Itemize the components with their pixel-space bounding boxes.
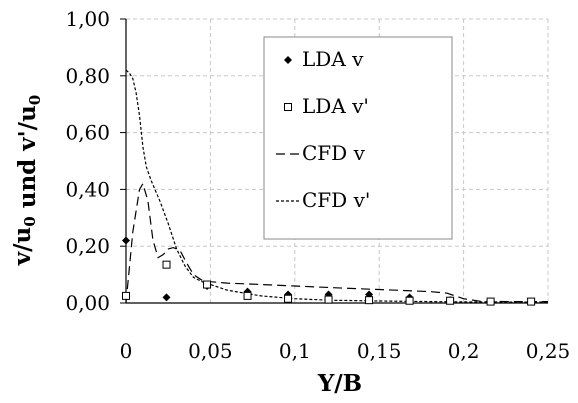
legend-item: LDA v (284, 47, 364, 71)
data-point (527, 297, 536, 306)
y-tick-label: 1,00 (65, 7, 110, 31)
legend: LDA v LDA v' CFD v CFD v' (263, 36, 453, 240)
data-point (284, 294, 293, 303)
data-point (486, 297, 495, 306)
series-line (125, 69, 548, 303)
data-point (122, 236, 130, 245)
legend-label: CFD v (302, 141, 366, 165)
data-point (365, 296, 374, 305)
x-tick-label: 0,25 (526, 339, 571, 363)
series-line (125, 182, 548, 304)
data-point (405, 296, 414, 305)
legend-label: LDA v (302, 47, 364, 71)
y-tick-label: 0,00 (65, 291, 110, 315)
y-axis-label: v/u0 und v'/u0 (9, 95, 44, 266)
data-point (446, 296, 455, 305)
x-tick-label: 0 (120, 339, 133, 363)
y-tick-labels: 0,00 0,20 0,40 0,60 0,80 1,00 (65, 7, 110, 315)
data-point (324, 295, 333, 304)
data-point (162, 260, 171, 269)
legend-marker (284, 103, 292, 111)
legend-marker (284, 56, 292, 64)
legend-label: LDA v' (302, 94, 369, 118)
data-point (243, 291, 252, 300)
series-lines (125, 69, 548, 304)
y-tick-label: 0,40 (65, 177, 110, 201)
x-tick-label: 0,2 (448, 339, 480, 363)
y-tick-label: 0,20 (65, 234, 110, 258)
y-tick-label: 0,60 (65, 121, 110, 145)
x-tick-label: 0,05 (188, 339, 233, 363)
axes (120, 18, 548, 304)
y-tick-label: 0,80 (65, 64, 110, 88)
legend-item: CFD v' (276, 188, 370, 212)
series-markers (122, 236, 536, 306)
x-axis-label: Y/B (317, 370, 362, 397)
x-tick-label: 0,1 (279, 339, 311, 363)
legend-label: CFD v' (302, 188, 370, 212)
data-point (122, 291, 130, 300)
x-tick-label: 0,15 (357, 339, 402, 363)
legend-item: LDA v' (284, 94, 369, 118)
legend-item: CFD v (276, 141, 366, 165)
x-tick-labels: 0 0,05 0,1 0,15 0,2 0,25 (120, 339, 571, 363)
data-point (203, 280, 212, 289)
data-point (162, 293, 171, 302)
